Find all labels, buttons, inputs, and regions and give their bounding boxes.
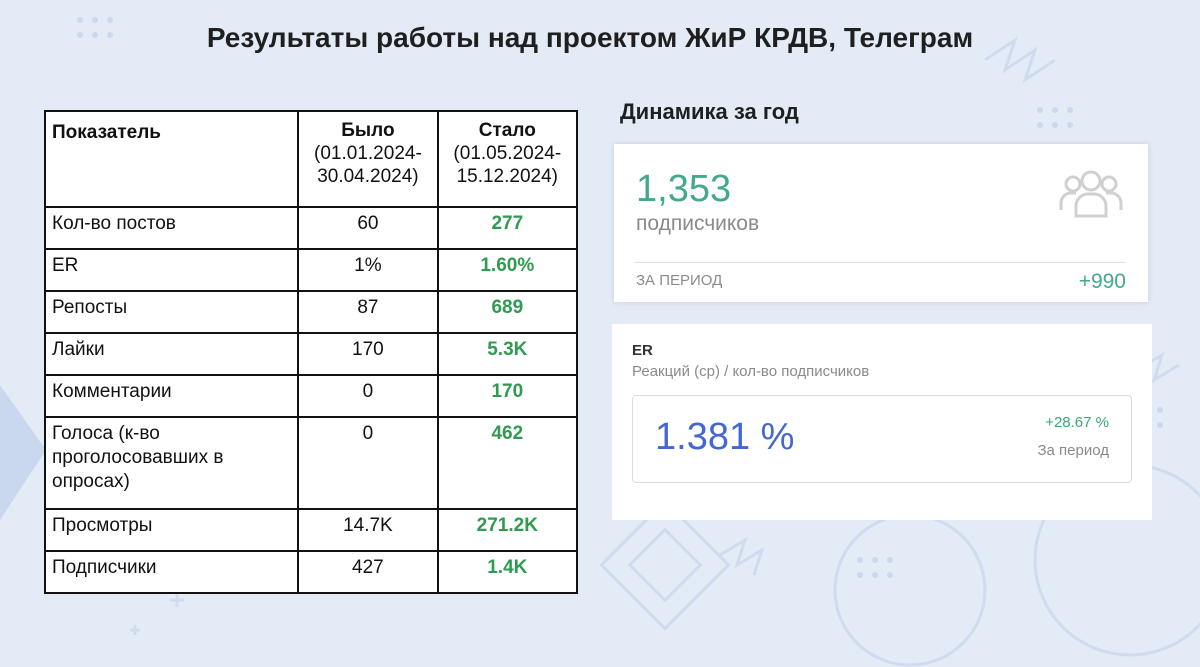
table-row: Кол-во постов 60 277 — [43, 206, 579, 250]
card-divider — [634, 262, 1126, 263]
header-after-period: (01.05.2024-15.12.2024) — [453, 143, 562, 187]
row-after-value: 1.4K — [436, 550, 579, 594]
row-label: Лайки — [43, 332, 300, 376]
row-after-value: 1.60% — [436, 248, 579, 292]
header-metric: Показатель — [43, 110, 300, 208]
row-label: Кол-во постов — [43, 206, 300, 250]
row-before-value: 170 — [297, 332, 439, 376]
row-label: Голоса (к-во проголосовавших в опросах) — [43, 416, 300, 510]
table-row: ER 1% 1.60% — [43, 248, 579, 292]
row-before-value: 0 — [297, 416, 439, 510]
table-row: Лайки 170 5.3K — [43, 332, 579, 376]
subscribers-label: подписчиков — [636, 212, 760, 235]
table-row: Репосты 87 689 — [43, 290, 579, 334]
header-before: Было (01.01.2024-30.04.2024) — [297, 110, 439, 208]
page-title: Результаты работы над проектом ЖиР КРДВ,… — [206, 22, 974, 53]
header-before-period: (01.01.2024-30.04.2024) — [314, 143, 422, 187]
subscribers-count: 1,353 — [636, 168, 732, 210]
header-after: Стало (01.05.2024-15.12.2024) — [436, 110, 579, 208]
row-before-value: 60 — [297, 206, 439, 250]
row-before-value: 427 — [297, 550, 439, 594]
table-row: Просмотры 14.7K 271.2K — [43, 508, 579, 552]
row-before-value: 14.7K — [297, 508, 439, 552]
users-icon — [1059, 170, 1123, 218]
row-label: ER — [43, 248, 300, 292]
er-period-label: За период — [1037, 442, 1109, 459]
subscribers-card: 1,353 подписчиков ЗА ПЕРИОД +990 — [614, 144, 1148, 302]
header-before-label: Было — [341, 120, 395, 141]
er-subtitle: Реакций (ср) / кол-во подписчиков — [632, 363, 870, 380]
table-row: Подписчики 427 1.4K — [43, 550, 579, 594]
er-title: ER — [632, 342, 653, 359]
row-after-value: 689 — [436, 290, 579, 334]
row-after-value: 462 — [436, 416, 579, 510]
period-label: ЗА ПЕРИОД — [636, 272, 723, 289]
dynamics-title: Динамика за год — [620, 99, 799, 124]
row-before-value: 87 — [297, 290, 439, 334]
row-label: Просмотры — [43, 508, 300, 552]
table-row: Комментарии 0 170 — [43, 374, 579, 418]
row-after-value: 170 — [436, 374, 579, 418]
er-card: ER Реакций (ср) / кол-во подписчиков 1.3… — [612, 324, 1152, 520]
row-label: Репосты — [43, 290, 300, 334]
row-before-value: 0 — [297, 374, 439, 418]
table-header-row: Показатель Было (01.01.2024-30.04.2024) … — [43, 110, 579, 208]
er-delta: +28.67 % — [1045, 414, 1109, 431]
period-value: +990 — [1078, 270, 1126, 293]
row-label: Комментарии — [43, 374, 300, 418]
row-label: Подписчики — [43, 550, 300, 594]
row-after-value: 271.2K — [436, 508, 579, 552]
metrics-table: Показатель Было (01.01.2024-30.04.2024) … — [43, 110, 579, 594]
row-before-value: 1% — [297, 248, 439, 292]
table-row: Голоса (к-во проголосовавших в опросах) … — [43, 416, 579, 510]
row-after-value: 5.3K — [436, 332, 579, 376]
row-after-value: 277 — [436, 206, 579, 250]
er-value: 1.381 % — [655, 416, 795, 458]
er-value-box: 1.381 % +28.67 % За период — [632, 395, 1132, 483]
header-after-label: Стало — [478, 120, 536, 141]
